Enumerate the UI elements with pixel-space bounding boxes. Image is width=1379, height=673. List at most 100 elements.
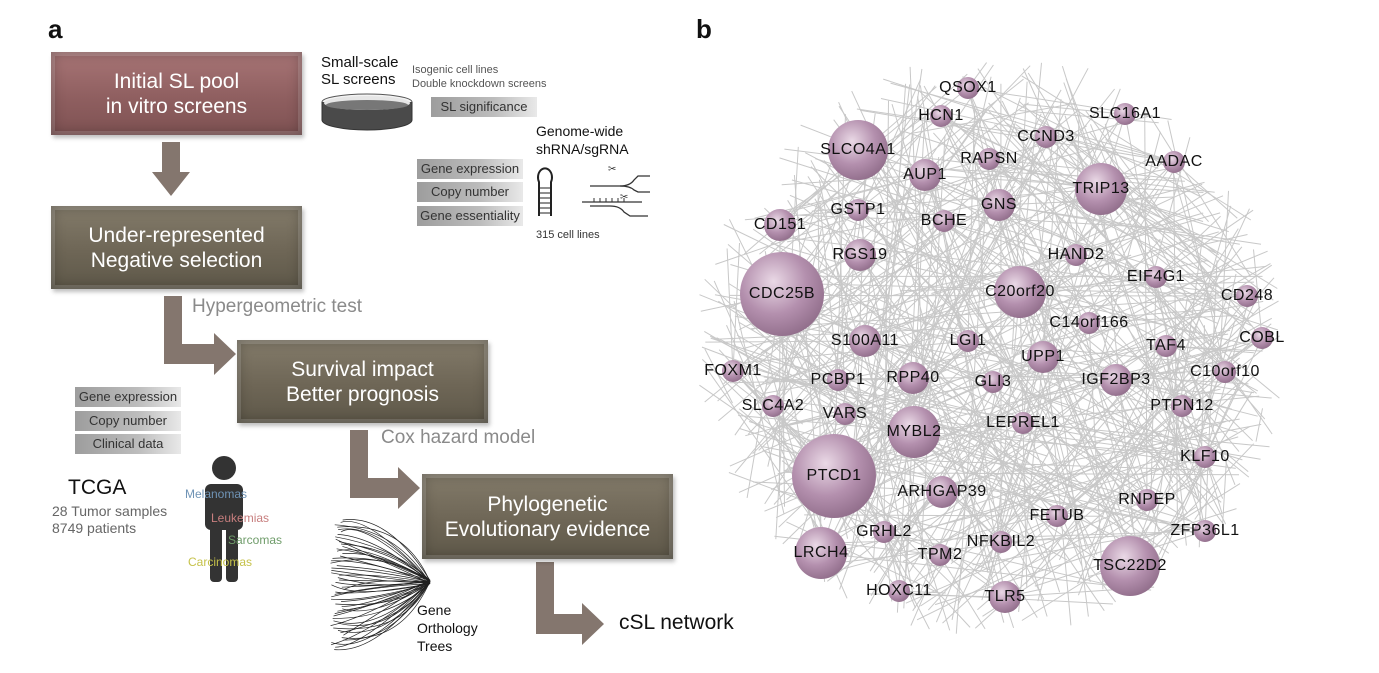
network-edge bbox=[1077, 327, 1186, 596]
isogenic-label: Isogenic cell lines Double knockdown scr… bbox=[412, 64, 547, 90]
node-label-c20orf20: C20orf20 bbox=[985, 283, 1055, 300]
node-label-hoxc11: HOXC11 bbox=[866, 582, 932, 599]
network-edge bbox=[764, 207, 1057, 490]
node-label-ptcd1: PTCD1 bbox=[806, 467, 862, 484]
network-edge bbox=[977, 68, 1012, 121]
network-edge bbox=[911, 102, 1076, 134]
network-edge bbox=[1087, 277, 1275, 488]
network-edge bbox=[988, 158, 1280, 399]
network-edge bbox=[744, 209, 859, 221]
node-label-slc4a2: SLC4A2 bbox=[741, 397, 805, 414]
node-ptcd1 bbox=[792, 434, 876, 518]
network-edge bbox=[1129, 292, 1230, 567]
node-rgs19 bbox=[844, 239, 876, 271]
network-edge bbox=[939, 117, 1021, 293]
node-label-c10orf10: C10orf10 bbox=[1190, 363, 1260, 380]
network-edge bbox=[883, 78, 1159, 169]
node-label-tsc22d2: TSC22D2 bbox=[1093, 557, 1167, 574]
network-edge bbox=[1115, 379, 1224, 525]
network-edge bbox=[1158, 506, 1197, 532]
network-edge bbox=[704, 330, 846, 415]
node-hand2 bbox=[1065, 244, 1087, 266]
node-label-bche: BCHE bbox=[920, 212, 968, 229]
csl-network-graph bbox=[699, 62, 1280, 634]
network-edge bbox=[830, 488, 1141, 573]
node-tpm2 bbox=[929, 544, 951, 566]
network-edge bbox=[1105, 139, 1175, 163]
csl-network-label: cSL network bbox=[619, 611, 734, 634]
network-edge bbox=[998, 204, 1189, 515]
network-edge bbox=[848, 408, 986, 630]
network-edge bbox=[967, 87, 1091, 583]
network-edge bbox=[781, 125, 1087, 295]
node-aadac bbox=[1163, 151, 1185, 173]
node-slc16a1 bbox=[1114, 103, 1136, 125]
network-edge bbox=[1192, 465, 1206, 532]
orthology-trees-label: Gene Orthology Trees bbox=[417, 602, 478, 654]
network-edge bbox=[859, 254, 1251, 346]
network-edge bbox=[1051, 333, 1229, 361]
network-edge bbox=[1064, 135, 1220, 256]
network-edge bbox=[1022, 422, 1128, 534]
sl-significance-tag: SL significance bbox=[431, 97, 537, 117]
phylogenetic-box: Phylogenetic Evolutionary evidence bbox=[422, 474, 673, 559]
network-edge bbox=[883, 531, 916, 609]
network-edge bbox=[776, 115, 942, 256]
network-edge bbox=[857, 149, 1215, 193]
node-label-lgi1: LGI1 bbox=[949, 332, 987, 349]
network-edge bbox=[1165, 345, 1187, 546]
node-tsc22d2 bbox=[1100, 536, 1160, 596]
node-label-slco4a1: SLCO4A1 bbox=[820, 141, 896, 158]
network-edge bbox=[735, 362, 1048, 457]
node-label-tlr5: TLR5 bbox=[984, 588, 1026, 605]
network-edge bbox=[772, 78, 922, 407]
network-edge bbox=[859, 263, 1271, 497]
node-label-nfkbil2: NFKBIL2 bbox=[966, 533, 1036, 550]
node-cd248 bbox=[1236, 285, 1258, 307]
node-label-hcn1: HCN1 bbox=[918, 107, 964, 124]
panel-a-letter: a bbox=[48, 14, 63, 44]
node-foxm1 bbox=[722, 360, 744, 382]
node-label-taf4: TAF4 bbox=[1146, 337, 1186, 354]
crispr-icon: ✂ ✂ bbox=[582, 164, 650, 217]
cox-label: Cox hazard model bbox=[381, 427, 536, 448]
node-ptpn12 bbox=[1171, 395, 1193, 417]
hairpin-icon bbox=[537, 167, 553, 216]
cancer-leukemias: Leukemias bbox=[211, 511, 270, 525]
network-edge bbox=[815, 158, 1248, 297]
small-scale-label: Small-scale SL screens bbox=[321, 54, 399, 88]
network-edge bbox=[920, 515, 1058, 607]
network-edge bbox=[701, 359, 787, 441]
network-edge bbox=[1119, 375, 1233, 410]
node-label-gstp1: GSTP1 bbox=[830, 201, 886, 218]
node-label-slc16a1: SLC16A1 bbox=[1089, 105, 1161, 122]
network-edge bbox=[871, 420, 1227, 539]
tcga-title: TCGA bbox=[68, 476, 127, 499]
network-edge bbox=[890, 82, 1175, 163]
network-edge bbox=[1165, 228, 1239, 347]
network-edge bbox=[909, 66, 923, 362]
network-edge bbox=[967, 340, 1218, 365]
node-klf10 bbox=[1194, 446, 1216, 468]
network-edge bbox=[800, 214, 945, 222]
network-edge bbox=[1063, 82, 1206, 485]
network-edge bbox=[998, 113, 1042, 206]
network-edge bbox=[733, 300, 785, 515]
network-edge bbox=[857, 209, 1184, 230]
node-rapsn bbox=[978, 148, 1000, 170]
node-slco4a1 bbox=[828, 120, 888, 180]
network-edge bbox=[1019, 176, 1151, 293]
node-label-igf2bp3: IGF2BP3 bbox=[1081, 371, 1151, 388]
cell-tag-gene-essentiality: Gene essentiality bbox=[417, 206, 523, 226]
flow-arrows bbox=[152, 142, 604, 645]
node-label-eif4g1: EIF4G1 bbox=[1126, 268, 1186, 285]
network-edge bbox=[704, 278, 846, 415]
network-edge bbox=[755, 276, 1157, 387]
network-edge bbox=[704, 366, 831, 545]
node-ccnd3 bbox=[1035, 126, 1057, 148]
tcga-tag-copy-number: Copy number bbox=[75, 411, 181, 431]
network-edge bbox=[781, 85, 936, 295]
svg-text:✂: ✂ bbox=[608, 164, 616, 175]
arrow-2 bbox=[164, 296, 236, 375]
network-edge bbox=[820, 552, 1152, 591]
